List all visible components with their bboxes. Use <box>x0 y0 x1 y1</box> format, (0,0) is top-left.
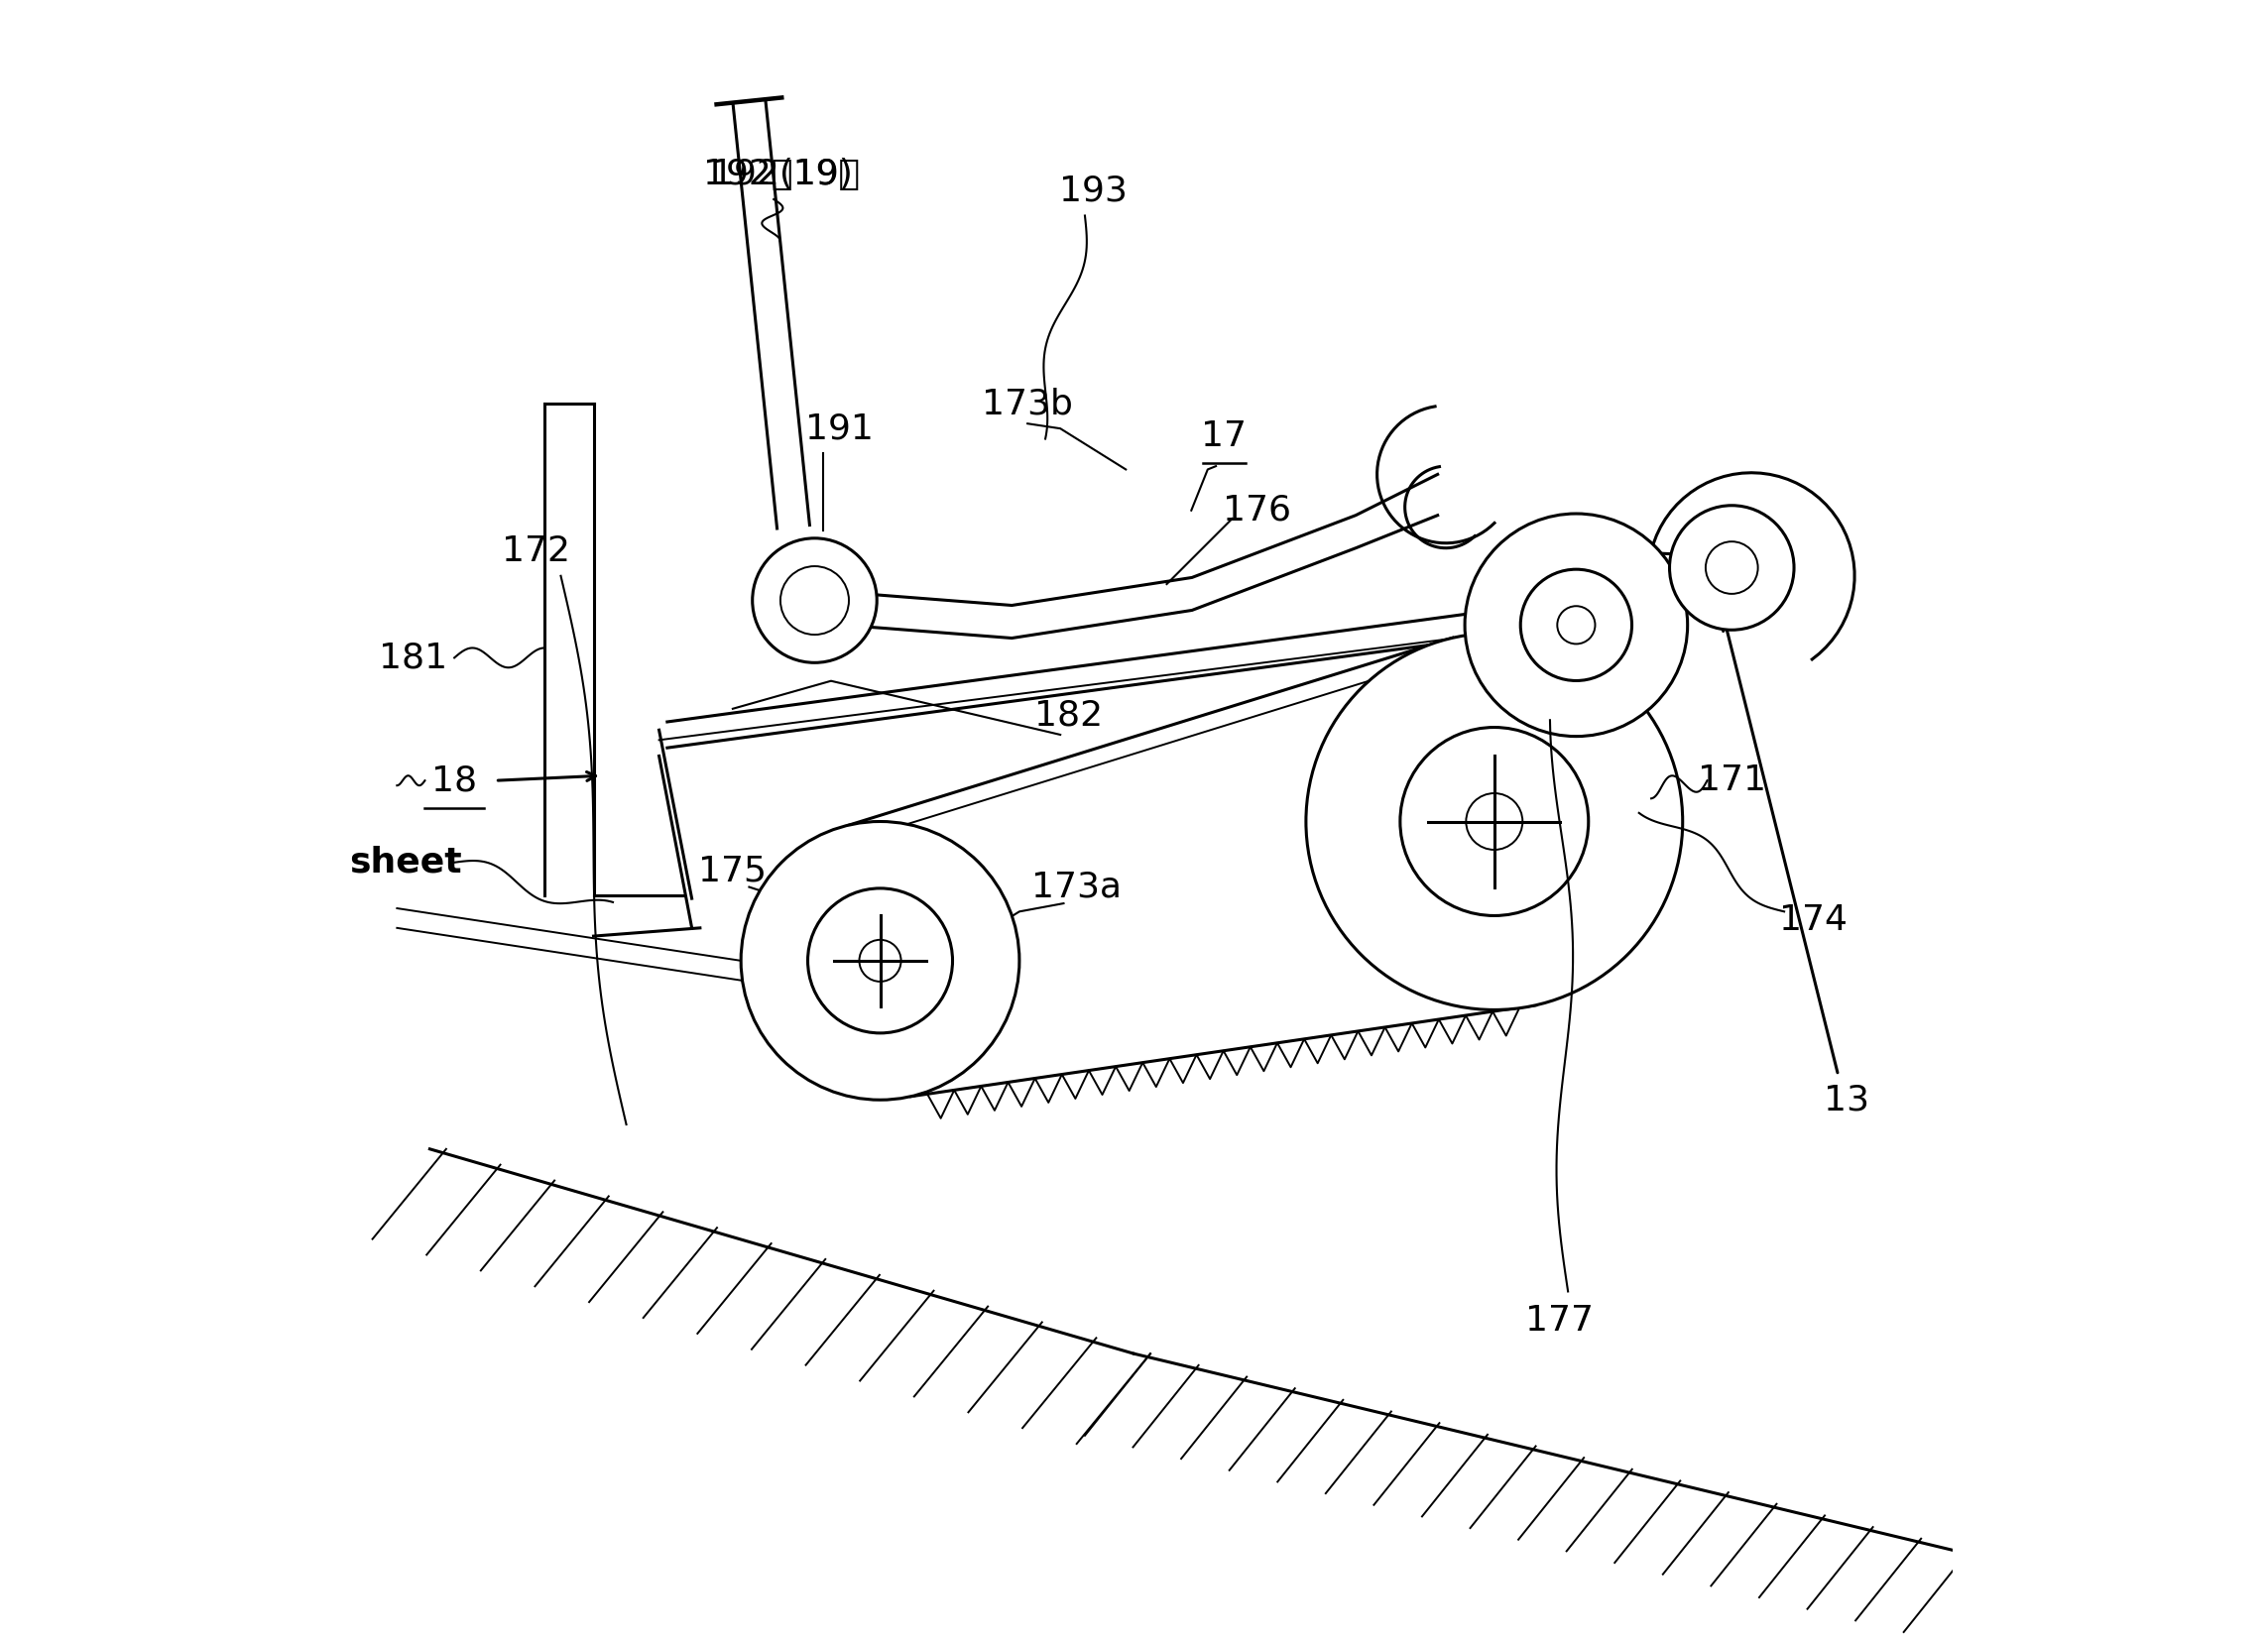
Text: 17: 17 <box>1202 421 1247 453</box>
Circle shape <box>1465 514 1687 736</box>
Circle shape <box>742 822 1018 1099</box>
Circle shape <box>1306 633 1683 1010</box>
Circle shape <box>1669 506 1794 629</box>
Text: 172: 172 <box>501 534 572 568</box>
Circle shape <box>1706 542 1758 593</box>
Text: sheet: sheet <box>349 846 463 879</box>
Circle shape <box>1558 606 1594 644</box>
Text: 192〈19〉: 192〈19〉 <box>703 158 860 192</box>
Text: 173a: 173a <box>1032 871 1123 904</box>
Circle shape <box>753 539 878 662</box>
Circle shape <box>780 567 848 634</box>
Text: 193: 193 <box>1059 174 1127 209</box>
Text: 173: 173 <box>1467 616 1538 651</box>
Circle shape <box>1520 570 1633 680</box>
Circle shape <box>1465 794 1522 849</box>
Text: 182: 182 <box>1034 698 1102 731</box>
Circle shape <box>1399 728 1588 915</box>
Text: 191: 191 <box>805 412 873 445</box>
Text: 173b: 173b <box>982 388 1073 421</box>
Text: 18: 18 <box>431 764 476 797</box>
Circle shape <box>807 889 953 1033</box>
Text: 177: 177 <box>1526 1305 1594 1337</box>
Text: 13: 13 <box>1823 1083 1869 1117</box>
Text: 176: 176 <box>1222 493 1290 527</box>
Text: 175: 175 <box>699 854 767 887</box>
Text: 192(19): 192(19) <box>712 158 853 192</box>
Circle shape <box>860 940 900 981</box>
Text: 171: 171 <box>1696 764 1767 797</box>
Text: 174: 174 <box>1780 904 1848 937</box>
Text: 181: 181 <box>379 641 447 675</box>
